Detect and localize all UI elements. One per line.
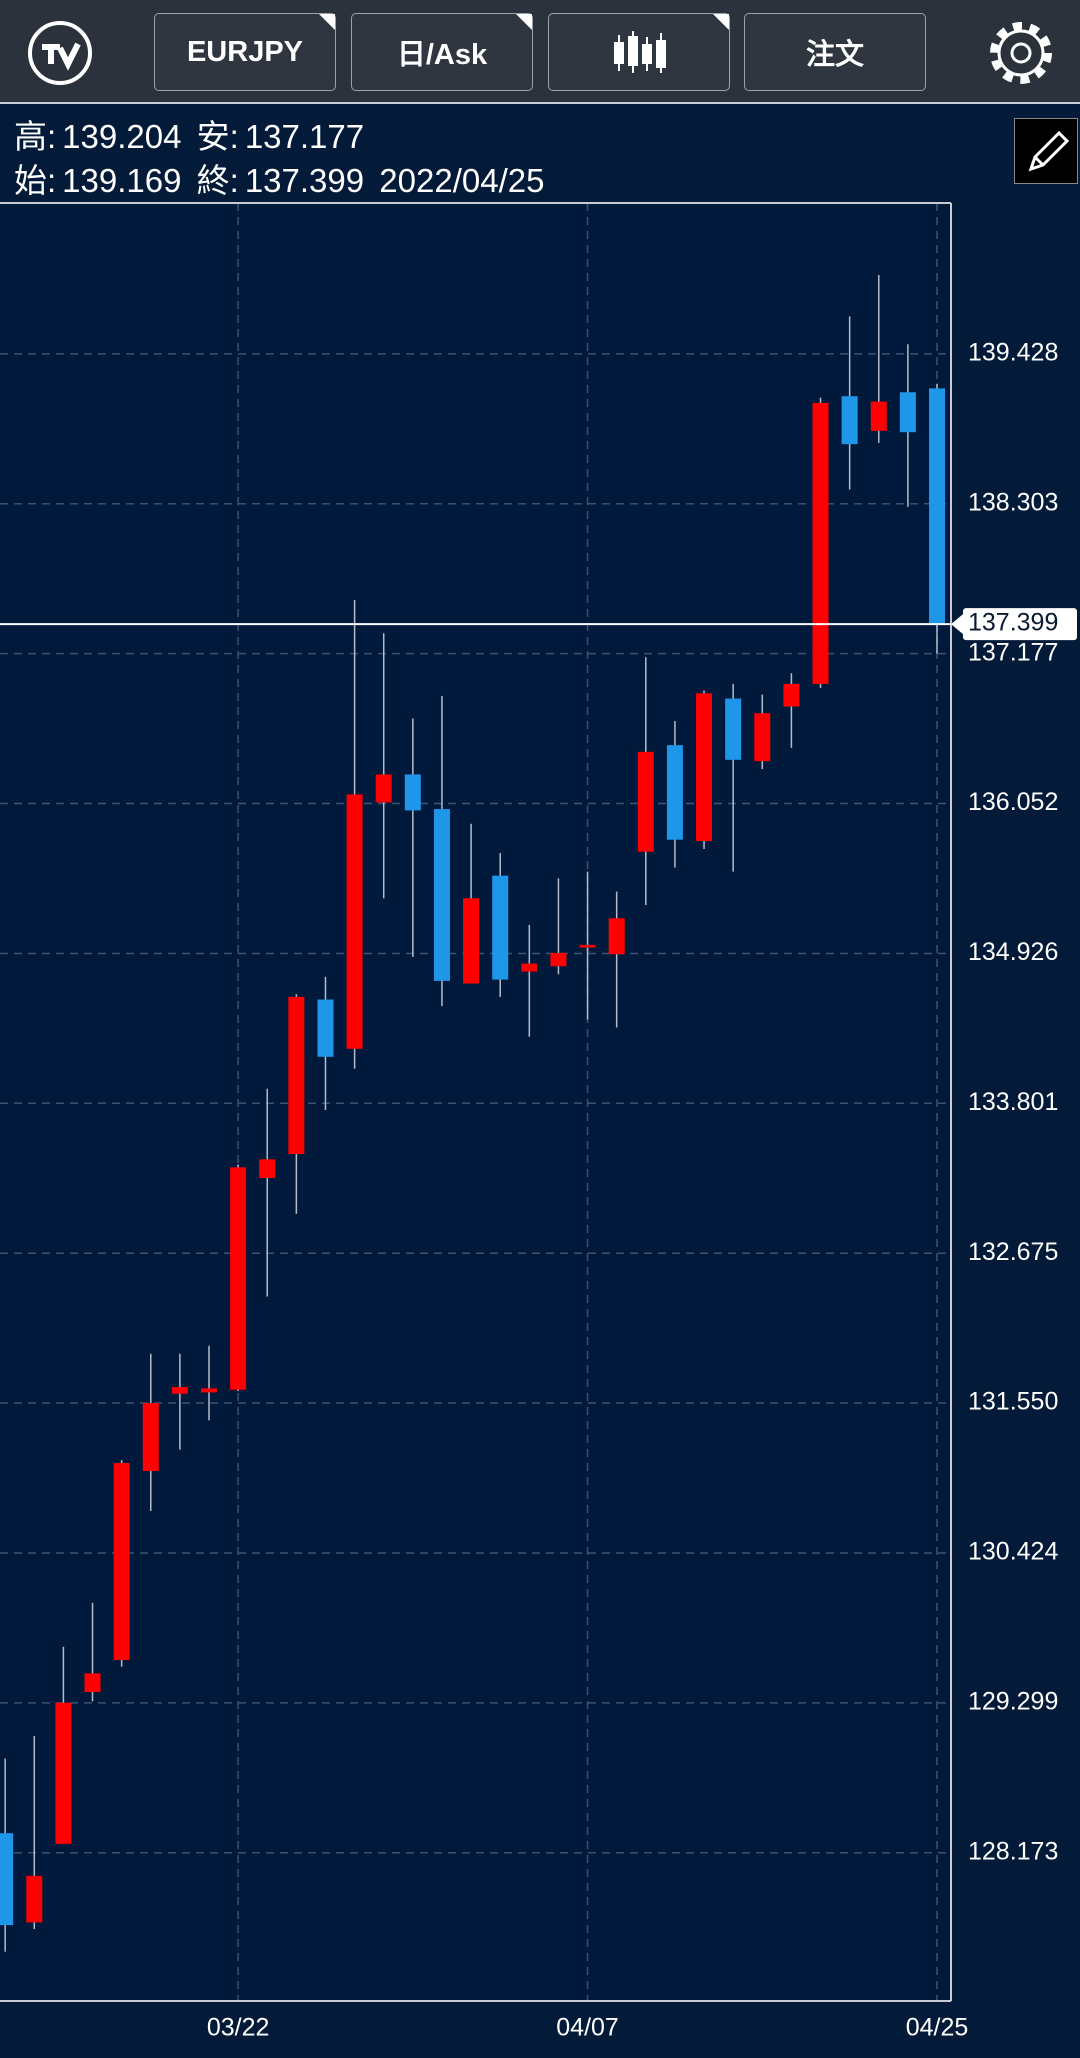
candle-body bbox=[696, 693, 713, 842]
candle-body bbox=[812, 402, 829, 684]
y-tick-label: 132.675 bbox=[968, 1238, 1058, 1266]
plot-area bbox=[0, 203, 951, 2001]
candle-body bbox=[375, 774, 392, 803]
symbol-button[interactable]: EURJPY bbox=[154, 13, 336, 91]
current-price-box bbox=[963, 608, 1077, 641]
y-tick-label: 130.424 bbox=[968, 1538, 1058, 1566]
candle-body bbox=[404, 774, 421, 811]
candle-body bbox=[666, 745, 683, 840]
settings[interactable] bbox=[982, 0, 1062, 100]
candle-body bbox=[870, 401, 887, 431]
date: 2022/04/25 bbox=[379, 162, 545, 199]
candle-body bbox=[317, 999, 334, 1057]
open-label: 始: bbox=[14, 162, 57, 199]
y-tick-label: 128.173 bbox=[968, 1837, 1058, 1865]
order: 注文 bbox=[805, 39, 864, 71]
candle-body bbox=[463, 898, 480, 984]
candle-body bbox=[171, 1387, 188, 1394]
low: 137.177 bbox=[244, 118, 365, 155]
pencil-icon bbox=[1028, 130, 1070, 172]
price-type-button[interactable]: 日/Ask bbox=[351, 13, 533, 91]
candle-body bbox=[433, 809, 450, 981]
current-price-pointer bbox=[951, 614, 963, 635]
draw-button[interactable] bbox=[1014, 118, 1078, 184]
candle-body bbox=[288, 996, 305, 1155]
x-tick-label: 04/07 bbox=[556, 2014, 619, 2042]
open: 139.169 bbox=[62, 162, 182, 199]
candle-body bbox=[142, 1403, 159, 1471]
candle-body bbox=[608, 918, 625, 955]
y-tick-label: 129.299 bbox=[968, 1687, 1058, 1715]
order-button[interactable]: 注文 bbox=[744, 13, 926, 91]
candle-body bbox=[841, 396, 858, 445]
close-label: 終: bbox=[196, 162, 239, 199]
logo[interactable] bbox=[20, 0, 100, 100]
chart-type-button[interactable] bbox=[548, 13, 730, 91]
y-tick-label: 137.177 bbox=[968, 638, 1058, 666]
y-tick-label: 133.801 bbox=[968, 1088, 1058, 1116]
symbol: EURJPY bbox=[186, 35, 304, 68]
candle-body bbox=[754, 713, 771, 762]
candle-body bbox=[346, 794, 363, 1049]
price-type: 日/Ask bbox=[396, 39, 488, 71]
candle-body bbox=[550, 952, 567, 967]
low-label: 安: bbox=[196, 118, 239, 155]
candle-body bbox=[230, 1167, 247, 1390]
candle-body bbox=[725, 698, 742, 760]
candle-body bbox=[521, 963, 538, 972]
candle-body bbox=[0, 1833, 14, 1926]
candle-body bbox=[84, 1673, 101, 1693]
high-label: 高: bbox=[14, 118, 57, 155]
candle-body bbox=[259, 1159, 276, 1178]
high: 139.204 bbox=[62, 118, 182, 155]
candle-body bbox=[201, 1388, 217, 1393]
toolbar: EURJPY 日/Ask 注文 bbox=[0, 0, 1080, 104]
candle-body bbox=[929, 388, 945, 625]
candle-body bbox=[899, 392, 916, 433]
x-tick-label: 03/22 bbox=[207, 2014, 270, 2042]
candle-body bbox=[55, 1702, 72, 1844]
candle-body bbox=[113, 1462, 130, 1661]
candle-icon bbox=[614, 31, 666, 73]
candle-body bbox=[579, 944, 596, 948]
candle-body bbox=[492, 875, 509, 980]
info-row-2: 始: 139.169 終: 137.399 2022/04/25 bbox=[14, 154, 550, 202]
info-row-1: 高: 139.204 安: 137.177 bbox=[14, 110, 370, 158]
y-tick-label: 136.052 bbox=[968, 788, 1058, 816]
y-tick-label: 131.550 bbox=[968, 1388, 1058, 1416]
candle-body bbox=[26, 1875, 43, 1923]
close: 137.399 bbox=[244, 162, 365, 199]
candle-body bbox=[783, 683, 800, 707]
x-tick-label: 04/25 bbox=[906, 2014, 969, 2042]
current-price-label: 137.399 bbox=[968, 609, 1058, 637]
y-tick-label: 138.303 bbox=[968, 488, 1058, 516]
y-tick-label: 134.926 bbox=[968, 938, 1058, 966]
y-tick-label: 139.428 bbox=[968, 338, 1058, 366]
candle-body bbox=[637, 751, 654, 852]
